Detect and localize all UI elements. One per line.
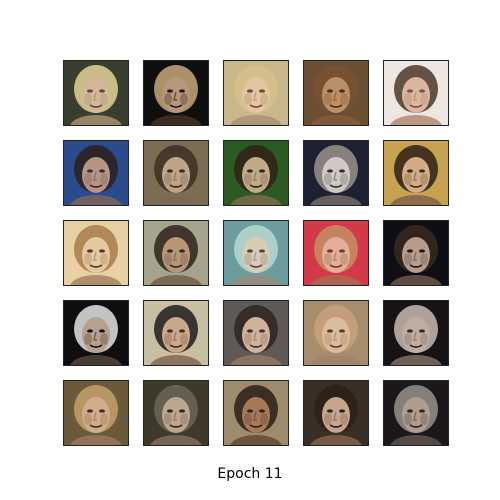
epoch-caption: Epoch 11 bbox=[217, 466, 283, 482]
generated-sample-image bbox=[223, 60, 289, 126]
generated-sample-image bbox=[303, 140, 369, 206]
generated-sample-image bbox=[383, 140, 449, 206]
generated-sample-image bbox=[383, 380, 449, 446]
generated-sample-image bbox=[143, 220, 209, 286]
generated-sample-image bbox=[143, 300, 209, 366]
generated-sample-image bbox=[383, 60, 449, 126]
generated-sample-image bbox=[223, 300, 289, 366]
generated-sample-image bbox=[303, 380, 369, 446]
generated-sample-image bbox=[223, 220, 289, 286]
generated-sample-image bbox=[63, 140, 129, 206]
generated-sample-image bbox=[63, 380, 129, 446]
generated-sample-image bbox=[63, 220, 129, 286]
generated-sample-image bbox=[303, 60, 369, 126]
generated-sample-image bbox=[223, 380, 289, 446]
generated-sample-image bbox=[383, 220, 449, 286]
generated-sample-image bbox=[383, 300, 449, 366]
generated-sample-image bbox=[143, 60, 209, 126]
generated-sample-image bbox=[303, 300, 369, 366]
generated-sample-image bbox=[63, 300, 129, 366]
generated-sample-image bbox=[223, 140, 289, 206]
generated-sample-image bbox=[303, 220, 369, 286]
generated-sample-image bbox=[63, 60, 129, 126]
generated-sample-image bbox=[143, 140, 209, 206]
generated-sample-image bbox=[143, 380, 209, 446]
sample-image-grid bbox=[63, 60, 451, 446]
